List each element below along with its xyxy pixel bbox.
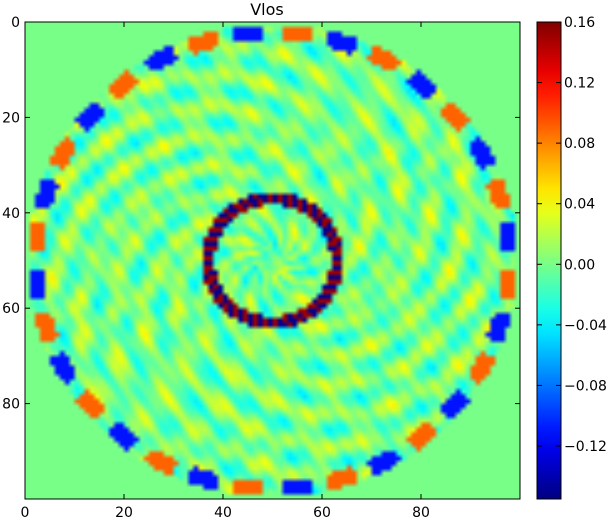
colorbar-tick-label: 0.04 bbox=[564, 197, 595, 213]
colorbar-gradient bbox=[537, 22, 561, 499]
y-tick-label: 40 bbox=[2, 206, 20, 222]
colorbar-tick-label: 0.12 bbox=[564, 76, 595, 92]
x-axis-ticks: 0 20 40 60 80 bbox=[21, 22, 430, 519]
heatmap-image bbox=[25, 22, 520, 499]
x-tick-label: 80 bbox=[412, 505, 430, 519]
colorbar: 0.16 0.12 0.08 0.04 0.00 −0.04 −0.08 −0.12 bbox=[536, 15, 607, 500]
colorbar-tick-label: 0.16 bbox=[564, 15, 595, 31]
colorbar-tick-label: −0.04 bbox=[564, 318, 607, 334]
y-tick-label: 80 bbox=[2, 397, 20, 413]
colorbar-ticks: 0.16 0.12 0.08 0.04 0.00 −0.04 −0.08 −0.12 bbox=[537, 15, 607, 455]
colorbar-frame bbox=[536, 21, 562, 500]
chart-title: Vlos bbox=[250, 0, 284, 19]
colorbar-tick-label: −0.12 bbox=[564, 439, 607, 455]
plot-frame bbox=[24, 21, 521, 500]
y-tick-label: 20 bbox=[2, 110, 20, 126]
y-tick-label: 0 bbox=[11, 15, 20, 31]
plot-area bbox=[24, 21, 521, 500]
x-tick-label: 20 bbox=[115, 505, 133, 519]
colorbar-tick-label: 0.08 bbox=[564, 136, 595, 152]
x-tick-label: 40 bbox=[214, 505, 232, 519]
colorbar-tick-label: 0.00 bbox=[564, 257, 595, 273]
y-tick-label: 60 bbox=[2, 301, 20, 317]
x-tick-label: 60 bbox=[313, 505, 331, 519]
x-tick-label: 0 bbox=[21, 505, 30, 519]
y-axis-ticks: 0 20 40 60 80 bbox=[2, 15, 520, 413]
colorbar-tick-label: −0.08 bbox=[564, 378, 607, 394]
